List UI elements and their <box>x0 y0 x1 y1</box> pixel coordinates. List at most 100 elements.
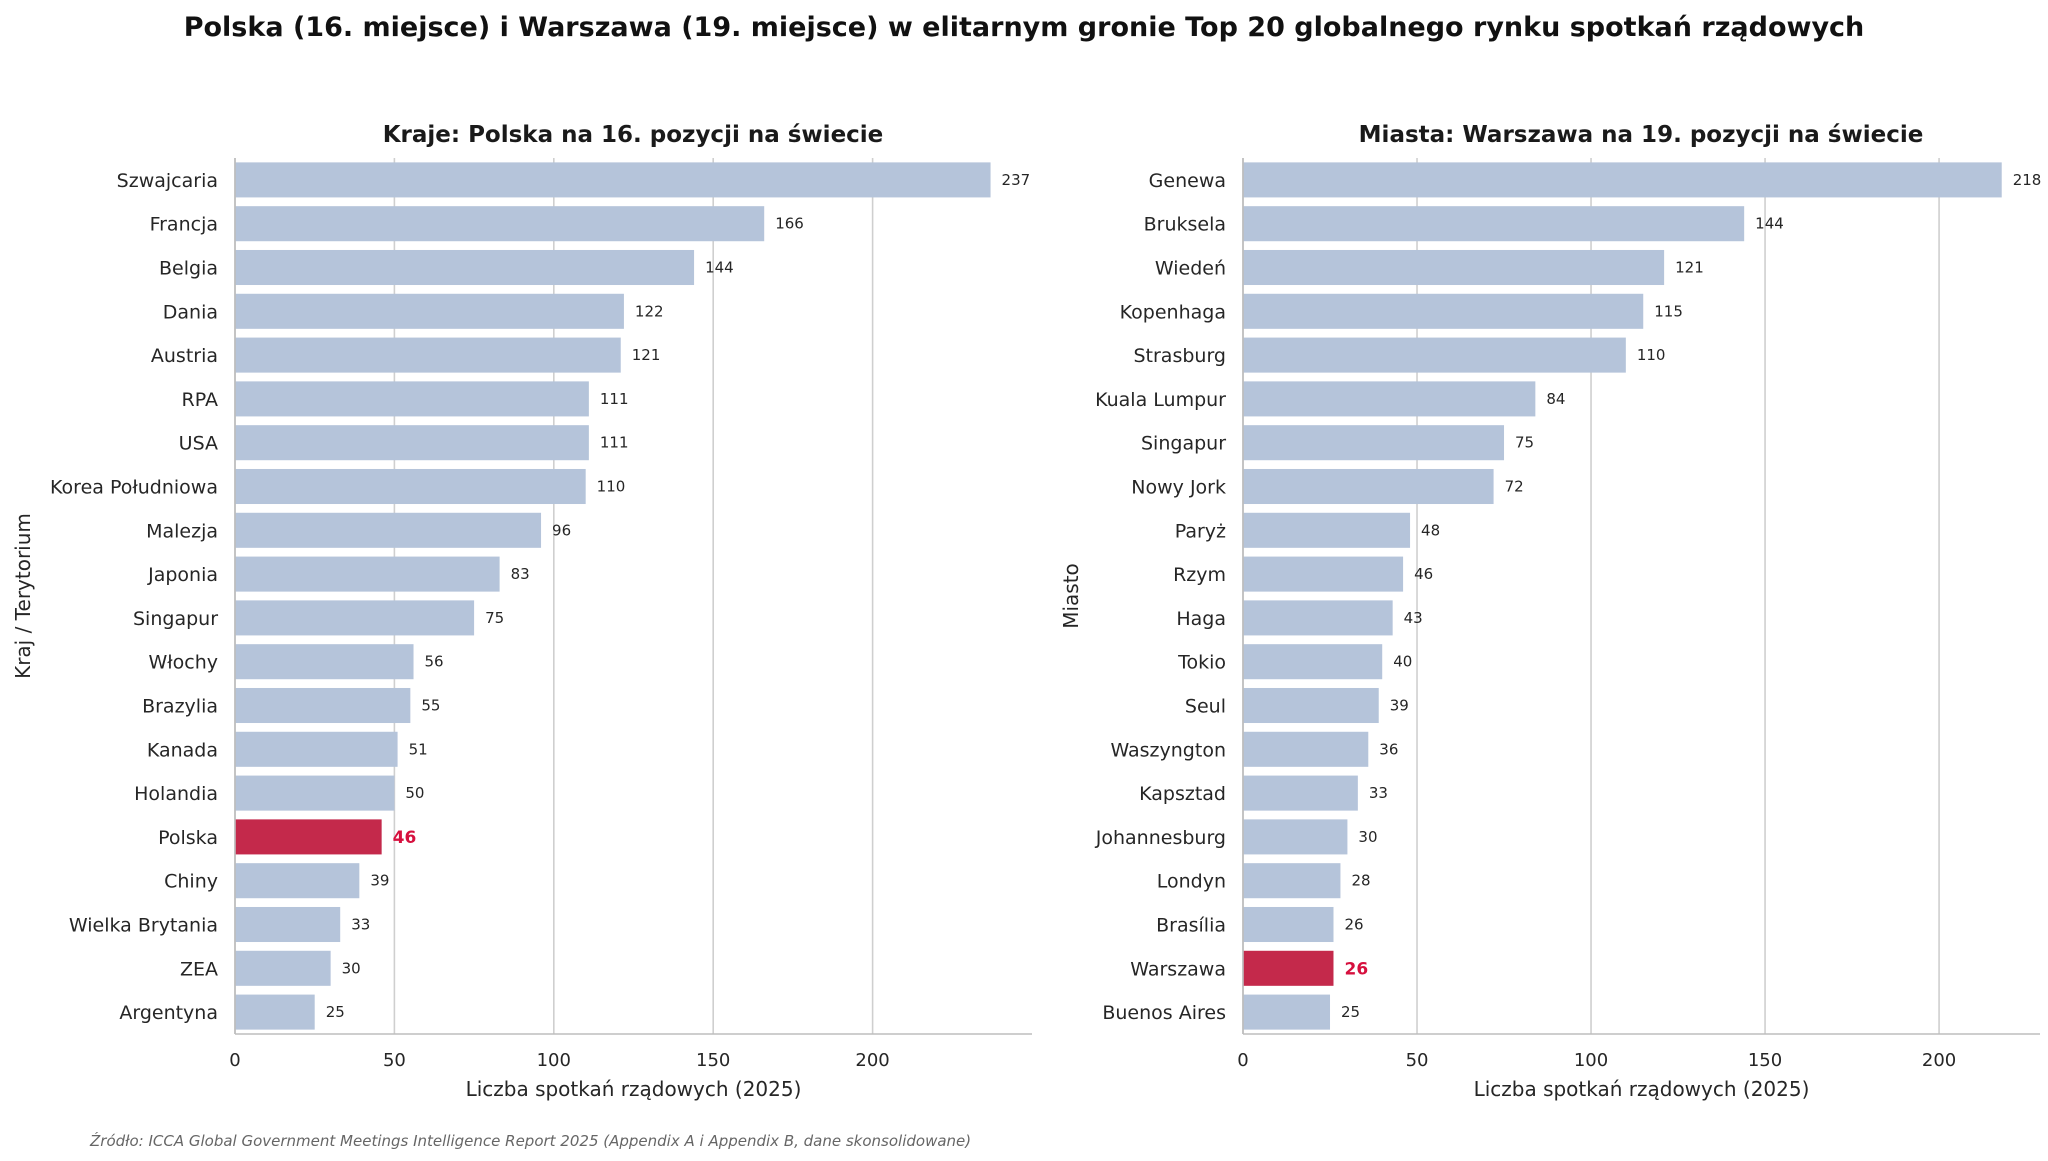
city-bar <box>1243 162 2002 198</box>
city-bar <box>1243 819 1348 855</box>
country-value-label: 33 <box>351 916 370 934</box>
city-category-label: Paryż <box>1175 520 1226 542</box>
country-category-label: Argentyna <box>119 1002 218 1024</box>
country-bar <box>235 863 360 899</box>
country-category-label: Belgia <box>159 258 218 280</box>
country-x-tick-label: 50 <box>383 1050 406 1071</box>
city-category-label: Seul <box>1185 696 1226 718</box>
city-category-label: Nowy Jork <box>1131 477 1226 499</box>
city-value-label: 218 <box>2013 171 2042 189</box>
city-value-label-highlight: 26 <box>1344 959 1368 979</box>
country-bar <box>235 906 341 943</box>
country-value-label: 96 <box>552 521 571 539</box>
country-bar <box>235 687 411 724</box>
country-bar <box>235 731 398 767</box>
country-x-tick-label: 0 <box>229 1050 240 1071</box>
country-value-label: 111 <box>600 434 629 452</box>
country-x-tick-label: 150 <box>696 1050 730 1071</box>
city-bar <box>1243 381 1536 417</box>
country-bar <box>235 600 475 636</box>
city-category-label: Singapur <box>1141 433 1226 455</box>
city-bar <box>1243 687 1379 724</box>
city-category-label: Genewa <box>1149 170 1226 192</box>
country-category-label: Polska <box>158 827 218 849</box>
city-x-tick-label: 150 <box>1748 1050 1782 1071</box>
city-value-label: 25 <box>1341 1003 1360 1021</box>
city-value-label: 144 <box>1755 215 1784 233</box>
city-value-label: 46 <box>1414 565 1433 583</box>
country-category-label: ZEA <box>180 958 218 980</box>
city-bar <box>1243 293 1644 329</box>
city-bar <box>1243 425 1505 461</box>
country-bar <box>235 162 991 198</box>
city-x-tick-label: 0 <box>1237 1050 1248 1071</box>
country-value-label: 166 <box>775 215 804 233</box>
city-value-label: 115 <box>1654 302 1683 320</box>
city-x-tick-label: 100 <box>1574 1050 1608 1071</box>
country-bar <box>235 468 586 505</box>
city-bar <box>1243 337 1626 373</box>
city-value-label: 72 <box>1505 478 1524 496</box>
city-category-label: Londyn <box>1157 871 1226 893</box>
country-value-label: 122 <box>635 302 664 320</box>
city-value-label: 48 <box>1421 521 1440 539</box>
country-category-label: Singapur <box>133 608 218 630</box>
country-bar <box>235 425 589 461</box>
city-value-label: 30 <box>1358 828 1377 846</box>
city-value-label: 36 <box>1379 740 1398 758</box>
country-bar <box>235 994 315 1030</box>
country-value-label: 110 <box>597 478 626 496</box>
city-bar <box>1243 906 1334 943</box>
country-value-label: 39 <box>370 872 389 890</box>
city-x-tick-label: 200 <box>1922 1050 1956 1071</box>
country-category-label: Austria <box>151 345 218 367</box>
country-category-label: RPA <box>182 389 218 411</box>
country-category-label: Francja <box>150 214 218 236</box>
country-category-label: Chiny <box>164 871 218 893</box>
country-value-label: 50 <box>405 784 424 802</box>
city-value-label: 75 <box>1515 434 1534 452</box>
country-x-tick-label: 100 <box>537 1050 571 1071</box>
city-value-label: 43 <box>1404 609 1423 627</box>
country-x-tick-label: 200 <box>855 1050 889 1071</box>
country-bar <box>235 381 589 417</box>
city-value-label: 84 <box>1546 390 1565 408</box>
country-value-label: 30 <box>342 959 361 977</box>
city-value-label: 39 <box>1390 697 1409 715</box>
country-category-label: Brazylia <box>142 696 218 718</box>
city-bar <box>1243 775 1358 811</box>
country-bar <box>235 775 395 811</box>
country-category-label: Szwajcaria <box>117 170 218 192</box>
countries-chart-panel: Szwajcaria Francja Belgia Dania Austria RPA US… <box>11 122 1032 1101</box>
city-value-label: 28 <box>1351 872 1370 890</box>
country-value-label: 144 <box>705 259 734 277</box>
country-value-label: 51 <box>409 740 428 758</box>
country-x-axis-label: Liczba spotkań rządowych (2025) <box>466 1077 802 1101</box>
city-value-label: 110 <box>1637 346 1666 364</box>
country-value-label: 237 <box>1002 171 1031 189</box>
city-value-label: 121 <box>1675 259 1704 277</box>
city-category-label: Warszawa <box>1130 958 1226 980</box>
city-category-label: Johannesburg <box>1095 827 1226 849</box>
country-value-label-highlight: 46 <box>393 828 417 848</box>
city-category-label: Wiedeń <box>1155 258 1226 280</box>
city-bar <box>1243 512 1411 548</box>
city-bar <box>1243 249 1665 286</box>
city-value-label: 40 <box>1393 653 1412 671</box>
city-bar <box>1243 206 1745 242</box>
country-value-label: 56 <box>425 653 444 671</box>
city-category-label: Kuala Lumpur <box>1095 389 1226 411</box>
city-x-tick-label: 50 <box>1406 1050 1429 1071</box>
city-category-label: Bruksela <box>1144 214 1226 236</box>
country-category-label: USA <box>179 433 218 455</box>
city-chart-title: Miasta: Warszawa na 19. pozycji na świec… <box>1359 122 1924 148</box>
city-category-label: Tokio <box>1177 652 1226 674</box>
city-bar <box>1243 731 1369 767</box>
city-bar <box>1243 863 1341 899</box>
country-bar <box>235 206 765 242</box>
country-value-label: 55 <box>421 697 440 715</box>
country-bar <box>235 337 621 373</box>
city-category-label: Kapsztad <box>1139 783 1226 805</box>
country-value-label: 83 <box>511 565 530 583</box>
